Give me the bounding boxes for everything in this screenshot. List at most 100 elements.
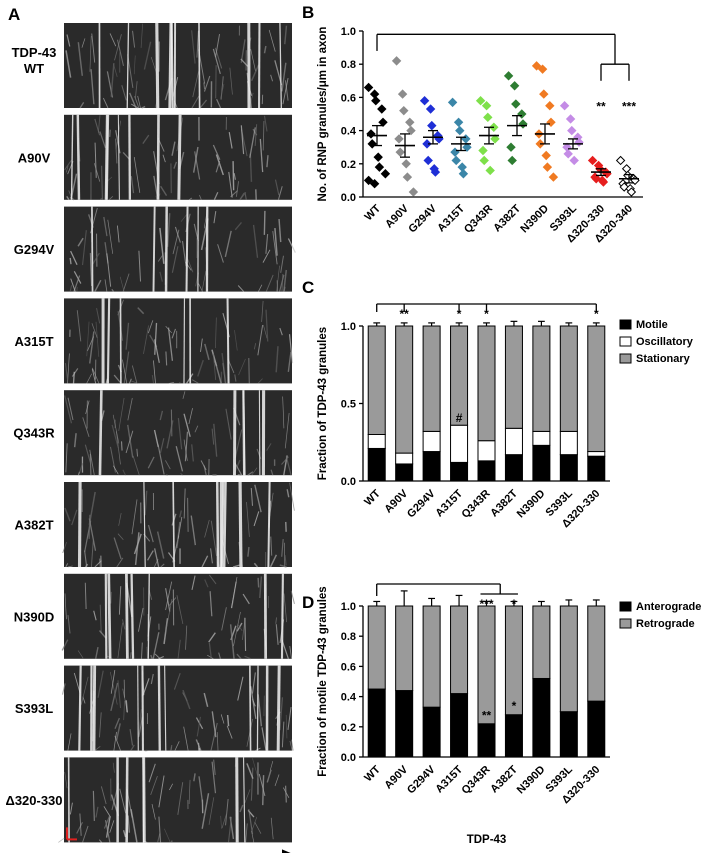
kymograph-trace [95, 647, 99, 659]
kymograph-trace [213, 423, 218, 457]
kymograph-trace [98, 558, 102, 568]
y-tick-label: 0.2 [341, 159, 356, 171]
kymograph-trace [217, 244, 224, 263]
kymograph-trace [262, 249, 271, 263]
kymograph-track [152, 206, 156, 292]
kymograph-trace [64, 362, 69, 380]
kymograph-trace [111, 424, 119, 449]
kymograph-trace [182, 689, 191, 710]
kymograph-4 [64, 298, 294, 384]
kymograph-trace [201, 555, 209, 568]
bar-segment-retrograde [587, 605, 606, 702]
kymograph-trace [77, 42, 84, 76]
kymograph-trace [131, 499, 138, 535]
kymograph-trace [77, 471, 80, 476]
kymograph-trace [78, 463, 84, 475]
data-point [517, 109, 527, 119]
kymograph-track [238, 481, 243, 568]
kymograph-trace [173, 161, 178, 169]
kymograph-trace [208, 574, 217, 585]
group-9: ** [587, 100, 612, 187]
kymograph-trace [278, 218, 282, 243]
kymograph-track [106, 114, 110, 200]
kymograph-trace [73, 433, 77, 448]
kymograph-trace [91, 368, 97, 384]
kymograph-trace [171, 328, 177, 339]
kymograph-label-3: G294V [14, 242, 55, 257]
legend-label-motile: Motile [636, 319, 668, 331]
kymograph-trace [71, 509, 78, 526]
kymograph-trace [89, 449, 95, 476]
data-point [402, 172, 413, 182]
kymograph-trace [61, 639, 69, 651]
kymograph-track [157, 665, 161, 751]
bar-segment-retrograde [532, 605, 551, 679]
kymograph-trace [122, 273, 130, 292]
kymograph-track [91, 206, 94, 292]
kymograph-trace [61, 683, 66, 695]
chart-d: 0.0 0.2 0.4 0.6 0.8 1.0 Fraction of motile TDP… [317, 583, 701, 846]
kymograph-trace [228, 132, 233, 149]
kymograph-label-7: N390D [14, 609, 54, 624]
kymograph-trace [247, 471, 254, 476]
data-point [569, 155, 579, 166]
kymograph-trace [281, 62, 287, 92]
kymograph-track [143, 481, 146, 568]
y-tick-label: 0.8 [341, 631, 356, 643]
kymograph-trace [134, 532, 140, 566]
kymograph-trace [270, 536, 273, 556]
kymograph-label-line: A90V [18, 150, 51, 165]
kymograph-trace [67, 565, 73, 568]
kymograph-trace [137, 95, 141, 109]
data-point [408, 187, 419, 197]
kymograph-trace [287, 351, 292, 372]
group-10: *** [615, 100, 640, 197]
bar-segment-motile [587, 455, 606, 482]
significance-label: * [594, 307, 599, 321]
kymograph-trace [69, 802, 73, 815]
kymograph-trace [100, 786, 107, 805]
kymograph-trace [121, 85, 127, 101]
kymograph-trace [211, 761, 217, 794]
kymograph-trace [225, 798, 229, 826]
bar-segment-anterograde [367, 688, 386, 758]
kymograph-trace [229, 624, 235, 659]
x-tick-label: N390D [518, 203, 551, 236]
kymograph-trace [112, 63, 118, 77]
kymograph-track [249, 665, 252, 751]
kymograph-trace [250, 49, 256, 72]
kymograph-trace [208, 632, 216, 643]
kymograph-trace [87, 336, 94, 352]
kymograph-trace [64, 771, 68, 789]
kymograph-trace [215, 317, 217, 349]
kymograph-trace [282, 396, 285, 429]
kymograph-label-line: TDP-43 [12, 45, 57, 60]
kymograph-trace [284, 412, 290, 449]
kymograph-trace [88, 518, 97, 551]
kymograph-trace [249, 127, 256, 158]
kymograph-trace [244, 789, 251, 804]
kymograph-trace [183, 413, 191, 437]
bar-segment-oscillatory [587, 451, 606, 457]
kymograph-trace [154, 322, 158, 355]
bar-segment-motile [450, 461, 469, 482]
kymograph-trace [69, 285, 73, 292]
kymograph-trace [277, 186, 283, 200]
kymograph-trace [109, 33, 117, 47]
group-7 [531, 61, 559, 182]
kymograph-trace [142, 678, 150, 697]
bar-segment-stationary [422, 325, 441, 432]
bar-segment-stationary [532, 325, 551, 432]
y-tick-label: 0.2 [341, 722, 356, 734]
kymograph-trace [274, 774, 280, 787]
kymograph-trace [240, 58, 249, 67]
kymograph-trace [138, 250, 142, 282]
kymograph-trace [265, 233, 269, 254]
x-tick-label: Q343R [462, 203, 495, 236]
kymograph-trace [134, 96, 140, 109]
kymograph-trace [194, 151, 201, 180]
y-tick-label: 0.4 [341, 126, 357, 138]
bar-group-5 [477, 600, 496, 758]
kymograph-trace [132, 30, 136, 48]
kymograph-track [92, 665, 97, 751]
